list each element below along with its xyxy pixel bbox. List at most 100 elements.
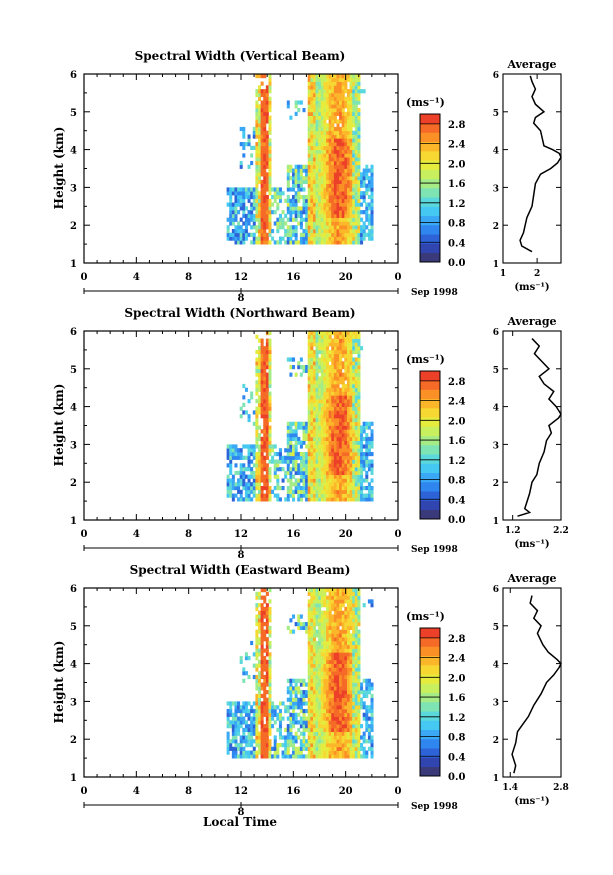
heatmap-cell xyxy=(263,157,267,162)
heatmap-cell xyxy=(292,421,296,426)
heatmap-cell xyxy=(292,183,296,188)
date-axis: 8 Sep 1998 xyxy=(83,545,458,561)
heatmap-cell xyxy=(346,228,350,234)
heatmap-cell xyxy=(352,376,356,381)
heatmap-cell xyxy=(263,440,267,445)
heatmap-cell xyxy=(226,482,230,487)
heatmap-cell xyxy=(341,92,345,98)
heatmap-cell xyxy=(231,187,235,192)
heatmap-cell xyxy=(302,739,306,744)
heatmap-cell xyxy=(331,489,335,494)
heatmap-cell xyxy=(255,595,259,600)
heatmap-cell xyxy=(258,659,262,664)
heatmap-cell xyxy=(346,463,350,468)
heatmap-cell xyxy=(344,376,348,381)
heatmap-cell xyxy=(336,652,340,657)
heatmap-cell xyxy=(367,485,371,491)
heatmap-cell xyxy=(349,376,353,381)
heatmap-cell xyxy=(305,194,309,200)
heatmap-cell xyxy=(357,149,361,154)
heatmap-cell xyxy=(268,754,272,759)
heatmap-cell xyxy=(263,474,267,479)
heatmap-cell xyxy=(265,100,269,105)
heatmap-cell xyxy=(320,625,324,630)
heatmap-cell xyxy=(323,157,327,162)
heatmap-cell xyxy=(333,474,337,479)
heatmap-cell xyxy=(362,497,366,502)
heatmap-cell xyxy=(336,659,340,664)
heatmap-cell xyxy=(312,720,316,725)
heatmap-cell xyxy=(341,353,345,358)
heatmap-cell xyxy=(250,206,254,211)
heatmap-cell xyxy=(260,123,264,128)
heatmap-cell xyxy=(258,142,262,147)
heatmap-cell xyxy=(362,425,366,430)
heatmap-cell xyxy=(260,622,264,627)
heatmap-cell xyxy=(346,417,350,423)
heatmap-cell xyxy=(318,172,322,177)
heatmap-cell xyxy=(360,686,364,691)
heatmap-cell xyxy=(255,372,259,377)
heatmap-cell xyxy=(346,731,350,736)
heatmap-cell xyxy=(294,682,298,687)
heatmap-cell xyxy=(307,674,311,680)
heatmap-cell xyxy=(341,96,345,101)
heatmap-cell xyxy=(271,228,275,234)
heatmap-cell xyxy=(263,433,267,438)
heatmap-cell xyxy=(341,674,345,680)
heatmap-cell xyxy=(318,610,322,615)
heatmap-cell xyxy=(354,739,358,744)
heatmap-cell xyxy=(252,194,256,200)
y-axis-label: Height (km) xyxy=(52,127,66,210)
heatmap-cell xyxy=(234,482,238,487)
heatmap-cell xyxy=(229,724,233,729)
heatmap-cell xyxy=(318,187,322,192)
heatmap-cell xyxy=(320,96,324,101)
heatmap-cell xyxy=(258,485,262,491)
heatmap-cell xyxy=(307,331,311,336)
heatmap-cell xyxy=(265,111,269,116)
heatmap-cell xyxy=(229,232,233,237)
heatmap-cell xyxy=(323,217,327,222)
heatmap-cell xyxy=(250,240,254,245)
heatmap-cell xyxy=(333,425,337,430)
heatmap-cell xyxy=(344,705,348,710)
heatmap-cell xyxy=(328,474,332,479)
heatmap-cell xyxy=(263,629,267,634)
heatmap-cell xyxy=(346,482,350,487)
heatmap-cell xyxy=(255,198,259,203)
x-tick-label: 0 xyxy=(81,272,88,283)
heatmap-cell xyxy=(344,399,348,404)
heatmap-cell xyxy=(349,724,353,729)
heatmap-cell xyxy=(307,157,311,162)
heatmap-cell xyxy=(352,610,356,615)
heatmap-cell xyxy=(346,459,350,464)
heatmap-cell xyxy=(265,712,269,717)
heatmap-cell xyxy=(320,399,324,404)
heatmap-cell xyxy=(265,198,269,203)
heatmap-cell xyxy=(328,368,332,373)
heatmap-cell xyxy=(284,497,288,502)
heatmap-cell xyxy=(265,716,269,721)
heatmap-cell xyxy=(265,342,269,347)
heatmap-cell xyxy=(318,474,322,479)
heatmap-cell xyxy=(339,595,343,600)
heatmap-cell xyxy=(234,750,238,755)
heatmap-cell xyxy=(331,735,335,740)
heatmap-northward xyxy=(226,331,374,502)
y-tick-label: 1 xyxy=(70,259,77,270)
heatmap-cell xyxy=(265,383,269,389)
heatmap-cell xyxy=(370,478,374,483)
heatmap-cell xyxy=(320,202,324,207)
heatmap-cell xyxy=(344,595,348,600)
heatmap-cell xyxy=(315,134,319,139)
heatmap-cell xyxy=(312,690,316,695)
heatmap-cell xyxy=(331,338,335,343)
heatmap-cell xyxy=(305,172,309,177)
heatmap-cell xyxy=(312,493,316,498)
heatmap-cell xyxy=(370,433,374,438)
heatmap-cell xyxy=(349,451,353,457)
heatmap-cell xyxy=(331,485,335,491)
heatmap-cell xyxy=(344,652,348,657)
heatmap-cell xyxy=(341,134,345,139)
